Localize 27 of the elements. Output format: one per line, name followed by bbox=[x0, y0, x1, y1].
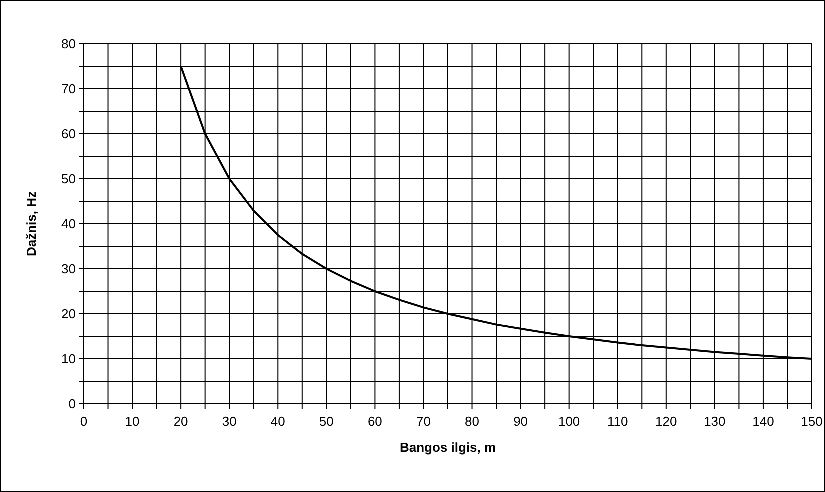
x-tick-label: 0 bbox=[80, 414, 88, 429]
x-tick-label: 80 bbox=[465, 414, 480, 429]
x-tick-label: 130 bbox=[704, 414, 726, 429]
x-tick-label: 40 bbox=[270, 414, 286, 429]
y-tick-label: 10 bbox=[62, 352, 76, 367]
x-tick-label: 150 bbox=[801, 414, 823, 429]
x-axis-title: Bangos ilgis, m bbox=[400, 440, 496, 455]
y-tick-label: 0 bbox=[68, 396, 76, 412]
y-tick-label: 20 bbox=[62, 306, 76, 322]
y-tick-label: 70 bbox=[62, 82, 76, 97]
x-tick-label: 90 bbox=[514, 414, 528, 429]
x-tick-label: 50 bbox=[319, 414, 334, 429]
x-tick-label: 70 bbox=[416, 414, 431, 429]
x-tick-label: 120 bbox=[656, 414, 678, 429]
x-tick-label: 60 bbox=[368, 414, 382, 429]
y-tick-label: 50 bbox=[62, 172, 76, 187]
x-tick-label: 20 bbox=[174, 414, 188, 429]
y-tick-label: 60 bbox=[62, 126, 76, 142]
x-tick-label: 10 bbox=[125, 414, 140, 429]
x-tick-label: 110 bbox=[608, 414, 628, 429]
y-tick-label: 80 bbox=[62, 36, 76, 52]
x-tick-label: 100 bbox=[558, 414, 580, 429]
x-tick-label: 140 bbox=[752, 414, 774, 429]
y-tick-label: 30 bbox=[62, 262, 76, 277]
x-tick-label: 30 bbox=[222, 414, 237, 429]
y-axis-title: Dažnis, Hz bbox=[24, 190, 39, 257]
y-tick-label: 40 bbox=[62, 216, 76, 232]
